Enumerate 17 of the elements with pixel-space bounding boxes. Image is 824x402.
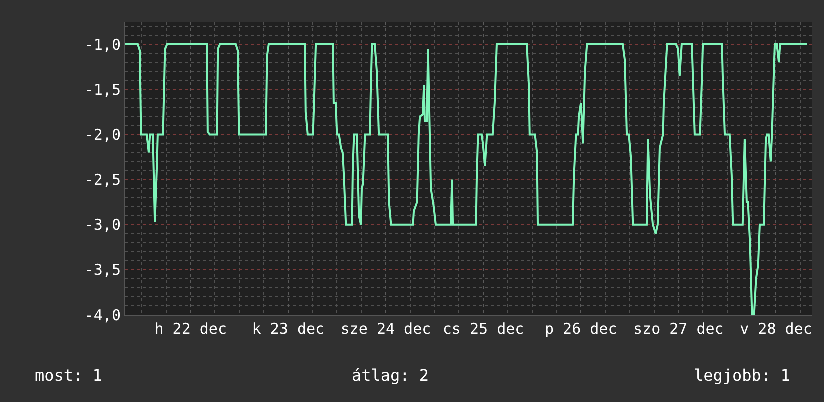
- text: most: 1: [35, 366, 102, 385]
- x-tick-label: sze 24 dec: [340, 320, 432, 338]
- y-tick-label: -1,5: [84, 80, 121, 99]
- x-tick-label: p 26 dec: [544, 320, 618, 338]
- text: átlag: 2: [352, 366, 430, 385]
- y-tick-label: -2,5: [84, 171, 121, 190]
- x-tick-label: szo 27 dec: [634, 320, 724, 338]
- y-tick-label: -3,0: [84, 216, 121, 234]
- text: legjobb: 1: [694, 366, 790, 385]
- y-tick-label: -3,5: [84, 261, 121, 280]
- x-tick-label: h 22 dec: [154, 320, 227, 338]
- x-tick-label: v 28 dec: [740, 320, 812, 338]
- x-tick-label: k 23 dec: [252, 320, 325, 338]
- x-tick-label: cs 25 dec: [442, 320, 524, 338]
- y-tick-label: -1,0: [84, 36, 121, 54]
- y-tick-label: -2,0: [84, 126, 121, 144]
- y-tick-label: -4,0: [84, 306, 121, 324]
